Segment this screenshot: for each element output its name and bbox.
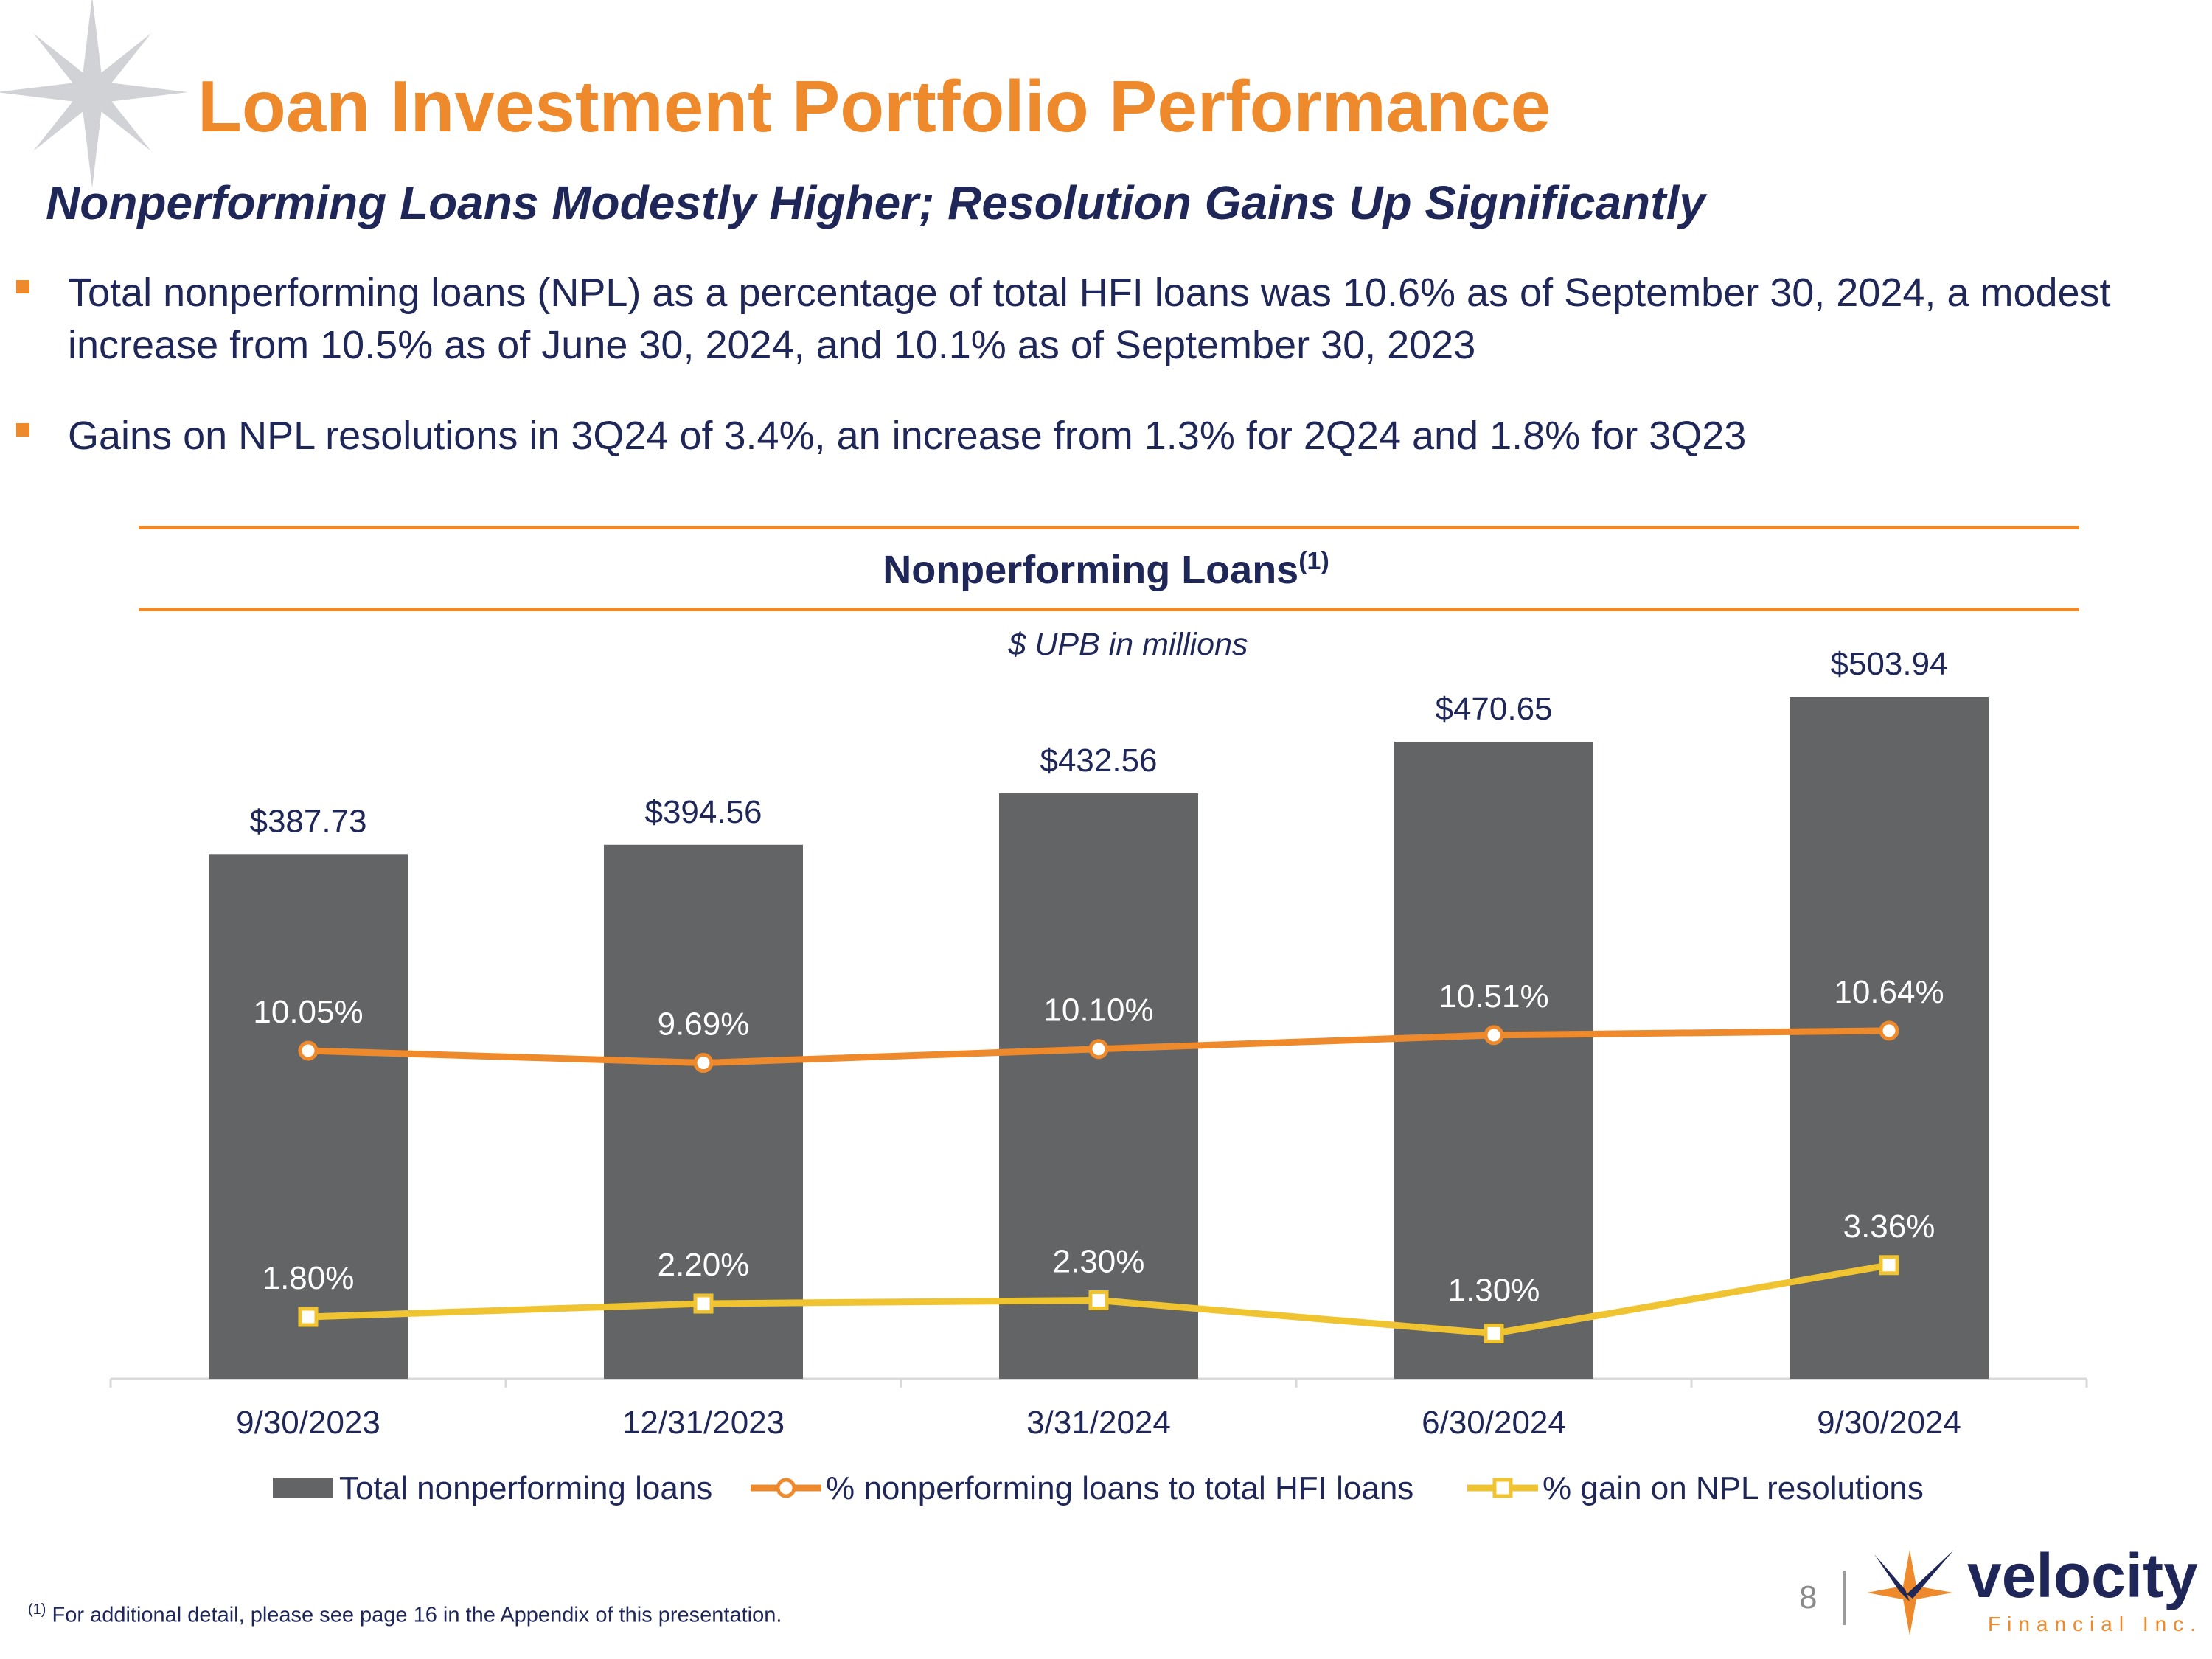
npl-percent-label: 10.05% (253, 994, 363, 1030)
gain-percent-label: 3.36% (1843, 1208, 1935, 1245)
logo-wordmark: velocity (1967, 1541, 2198, 1610)
chart-header-rule-bottom (139, 608, 2079, 611)
npl-percent-marker (298, 1040, 319, 1061)
bullet-text: Gains on NPL resolutions in 3Q24 of 3.4%… (68, 414, 1747, 458)
gain-percent-label: 2.20% (658, 1247, 750, 1283)
page-number: 8 (1799, 1579, 1818, 1615)
chart-header-rule-top (139, 526, 2079, 529)
gain-percent-marker (298, 1307, 319, 1327)
npl-percent-label: 10.10% (1043, 992, 1153, 1029)
x-axis-category-label: 12/31/2023 (622, 1405, 785, 1441)
page-divider (1843, 1571, 1846, 1625)
legend-swatch-marker (776, 1478, 796, 1498)
legend-swatch-marker (1492, 1478, 1513, 1498)
x-axis-category-label: 6/30/2024 (1422, 1405, 1566, 1441)
bullet-item: Gains on NPL resolutions in 3Q24 of 3.4%… (16, 410, 2154, 462)
chart-title-text: Nonperforming Loans (883, 548, 1299, 592)
npl-percent-marker (1879, 1020, 1899, 1041)
bullet-text: Total nonperforming loans (NPL) as a per… (68, 271, 2111, 367)
bar-value-label: $394.56 (644, 794, 762, 830)
velocity-logo: velocity Financial Inc. (1867, 1541, 2202, 1635)
footnote-text: For additional detail, please see page 1… (46, 1603, 782, 1627)
gain-percent-marker (1088, 1290, 1109, 1310)
gain-percent-marker (693, 1293, 714, 1314)
bar-value-label: $387.73 (249, 803, 366, 839)
bar-value-label: $470.65 (1435, 691, 1552, 727)
bar-total-npl (999, 793, 1198, 1379)
bullet-item: Total nonperforming loans (NPL) as a per… (16, 267, 2154, 372)
x-axis-category-label: 9/30/2023 (236, 1405, 380, 1441)
bullet-square-icon (16, 280, 29, 293)
footnote-marker: (1) (28, 1601, 46, 1618)
logo-tagline: Financial Inc. (1988, 1613, 2202, 1635)
bar-total-npl (1394, 742, 1593, 1379)
bar-total-npl (209, 854, 408, 1379)
npl-percent-marker (693, 1053, 714, 1074)
npl-percent-marker (1484, 1025, 1504, 1046)
gain-percent-label: 1.80% (262, 1260, 355, 1296)
chart-title: Nonperforming Loans(1) (0, 547, 2212, 593)
bar-total-npl (604, 844, 803, 1379)
x-axis-category-label: 9/30/2024 (1817, 1405, 1961, 1441)
gain-percent-marker (1484, 1324, 1504, 1343)
chart-title-superscript: (1) (1298, 547, 1329, 575)
compass-star-icon (0, 0, 188, 188)
bar-value-label: $503.94 (1830, 646, 1947, 682)
bullet-square-icon (16, 423, 29, 437)
npl-percent-label: 9.69% (658, 1006, 750, 1043)
npl-percent-marker (1088, 1039, 1109, 1060)
legend-swatch-bar (273, 1478, 333, 1498)
velocity-star-icon (1867, 1550, 1954, 1635)
legend-label: % gain on NPL resolutions (1543, 1470, 1924, 1506)
gain-percent-label: 2.30% (1053, 1244, 1145, 1280)
gain-percent-marker (1879, 1255, 1899, 1276)
npl-percent-label: 10.64% (1834, 974, 1944, 1010)
legend-label: Total nonperforming loans (339, 1470, 712, 1506)
page-subtitle: Nonperforming Loans Modestly Higher; Res… (46, 176, 1705, 229)
npl-percent-label: 10.51% (1439, 978, 1548, 1015)
npl-chart: $387.73 $394.56 $432.56 $470.65 $503.94 10.05… (109, 646, 2088, 1506)
chart-subtitle: $ UPB in millions (1008, 627, 1248, 662)
x-axis-category-label: 3/31/2024 (1026, 1405, 1171, 1441)
footnote: (1) For additional detail, please see pa… (28, 1601, 782, 1628)
legend-label: % nonperforming loans to total HFI loans (826, 1470, 1413, 1506)
page-title: Loan Investment Portfolio Performance (198, 66, 1551, 147)
bar-value-label: $432.56 (1040, 742, 1157, 779)
gain-percent-label: 1.30% (1448, 1273, 1540, 1309)
